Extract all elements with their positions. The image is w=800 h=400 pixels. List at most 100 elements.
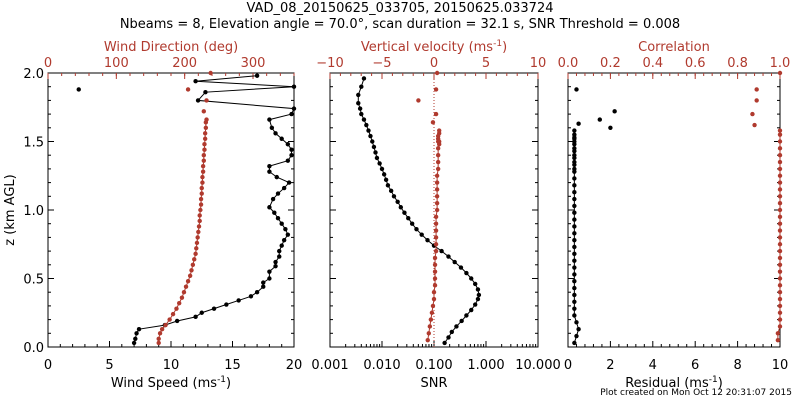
data-point-vertical_velocity-top [433, 87, 439, 92]
x-top-axis-label: Wind Direction (deg) [104, 40, 238, 55]
data-point-wind-top [183, 284, 189, 289]
data-point-vertical_velocity-bottom [377, 161, 382, 166]
data-point-wind-bottom [272, 210, 277, 215]
data-point-wind-top [204, 117, 209, 122]
data-point-correlation-top [777, 159, 783, 165]
data-point-vertical_velocity-top [433, 111, 439, 117]
x-bottom-tick-label: 0.010 [363, 358, 400, 373]
data-point-correlation-bottom [608, 125, 613, 130]
data-point-correlation-top [777, 303, 783, 309]
data-point-vertical_velocity-top [416, 98, 421, 103]
data-point-wind-top [198, 196, 204, 202]
data-point-wind-bottom [199, 310, 204, 315]
data-point-vertical_velocity-top [434, 187, 440, 192]
x-bottom-tick-label: 2 [606, 358, 614, 373]
data-point-correlation-bottom [612, 109, 617, 114]
x-top-tick-label: 0.8 [727, 56, 748, 71]
data-point-vertical_velocity-bottom [371, 144, 377, 150]
x-top-tick-label: 0.2 [600, 56, 621, 71]
data-point-vertical_velocity-bottom [357, 106, 363, 111]
data-point-vertical_velocity-bottom [446, 335, 451, 340]
data-point-wind-bottom [133, 336, 138, 341]
data-point-wind-bottom [289, 153, 294, 158]
data-point-vertical_velocity-top [432, 276, 438, 281]
data-point-wind-bottom [283, 226, 288, 232]
data-point-correlation-bottom [572, 176, 577, 181]
data-point-correlation-top [777, 180, 783, 185]
data-point-correlation-top [777, 324, 783, 329]
data-point-correlation-bottom [572, 285, 577, 291]
data-point-wind-top [192, 257, 197, 262]
data-point-wind-top [181, 290, 187, 295]
data-point-wind-top [199, 191, 204, 196]
data-point-wind-bottom [291, 106, 297, 111]
data-point-vertical_velocity-top [435, 153, 441, 158]
data-point-wind-top [174, 306, 179, 311]
data-point-correlation-bottom [572, 203, 577, 209]
data-point-correlation-top [777, 166, 783, 172]
data-point-vertical_velocity-bottom [458, 265, 464, 270]
data-point-correlation-bottom [572, 153, 577, 158]
data-point-vertical_velocity-bottom [414, 226, 419, 232]
x-bottom-tick-label: 0 [44, 358, 52, 373]
data-point-wind-bottom [285, 158, 291, 163]
data-point-correlation-top [777, 283, 783, 288]
y-tick-label: 0.0 [23, 341, 44, 356]
data-point-wind-bottom [224, 302, 229, 307]
data-point-correlation-top [777, 70, 783, 76]
data-point-correlation-top [777, 317, 783, 322]
data-point-wind-bottom [267, 205, 272, 210]
data-point-correlation-top [777, 310, 783, 315]
data-point-vertical_velocity-bottom [452, 259, 457, 265]
data-point-wind-top [201, 109, 206, 114]
data-point-vertical_velocity-bottom [356, 92, 361, 98]
data-point-wind-bottom [285, 142, 291, 147]
data-point-correlation-bottom [572, 251, 577, 257]
data-point-wind-top [196, 224, 202, 229]
data-point-correlation-top [777, 276, 783, 281]
data-point-correlation-top [777, 269, 783, 274]
data-point-wind-bottom [273, 263, 278, 269]
data-point-vertical_velocity-top [433, 242, 439, 247]
x-bottom-tick-label: 0.001 [311, 358, 348, 373]
x-top-tick-label: −5 [372, 56, 391, 71]
x-bottom-tick-label: 20 [286, 358, 303, 373]
data-point-wind-top [201, 158, 206, 163]
x-bottom-axis-label: Residual (ms-1) [625, 375, 723, 391]
data-point-wind-bottom [236, 298, 241, 303]
data-point-wind-top [179, 295, 185, 300]
data-point-correlation-bottom [574, 87, 579, 92]
data-point-wind-top [204, 98, 209, 103]
data-point-wind-bottom [203, 89, 208, 95]
data-point-wind-top [203, 125, 209, 130]
x-bottom-tick-label: 6 [691, 358, 699, 373]
x-bottom-tick-label: 0 [564, 358, 572, 373]
data-point-wind-bottom [277, 254, 282, 259]
data-point-wind-bottom [261, 284, 266, 289]
data-point-wind-top [200, 180, 205, 185]
data-point-vertical_velocity-bottom [391, 194, 397, 199]
data-point-wind-top [202, 142, 207, 147]
x-top-tick-label: −10 [316, 56, 343, 71]
data-point-vertical_velocity-bottom [379, 166, 385, 172]
data-point-correlation-top [777, 132, 783, 137]
data-point-wind-top [197, 213, 202, 218]
data-point-wind-bottom [269, 125, 275, 130]
data-point-correlation-bottom [572, 340, 577, 346]
data-point-correlation-top [777, 214, 783, 220]
data-point-vertical_velocity-bottom [459, 318, 464, 324]
data-point-wind-bottom [289, 111, 294, 117]
data-point-wind-top [189, 268, 194, 273]
data-point-correlation-bottom [572, 128, 577, 133]
data-point-correlation-bottom [572, 196, 577, 202]
data-point-vertical_velocity-top [430, 303, 436, 309]
data-point-wind-top [197, 218, 202, 224]
x-top-tick-label: 10 [530, 56, 547, 71]
data-point-correlation-top [777, 262, 783, 267]
x-top-tick-label: 100 [104, 56, 129, 71]
data-point-vertical_velocity-top [432, 262, 438, 267]
x-top-tick-label: 5 [482, 56, 490, 71]
data-point-vertical_velocity-top [432, 255, 438, 261]
data-point-vertical_velocity-bottom [475, 287, 481, 292]
data-point-wind-bottom [274, 174, 279, 180]
